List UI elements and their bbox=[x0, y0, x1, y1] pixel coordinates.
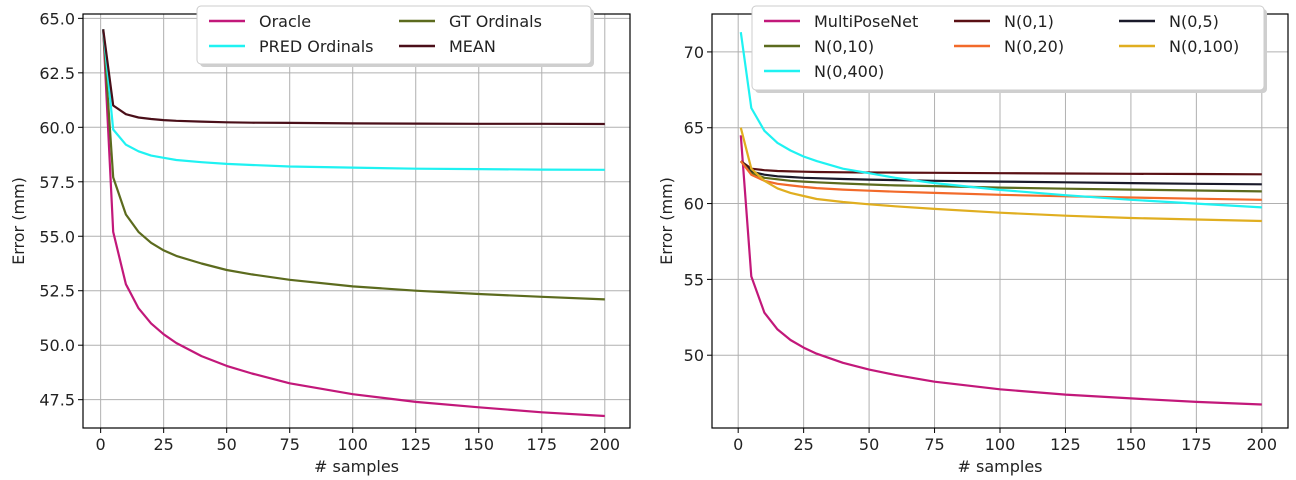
legend-label: MEAN bbox=[449, 37, 496, 56]
x-tick-label: 50 bbox=[217, 435, 237, 454]
legend-label: GT Ordinals bbox=[449, 12, 542, 31]
legend-label: N(0,5) bbox=[1169, 12, 1219, 31]
x-tick-label: 100 bbox=[337, 435, 368, 454]
legend-item: Oracle bbox=[209, 12, 311, 31]
legend-label: PRED Ordinals bbox=[259, 37, 374, 56]
y-tick-label: 60.0 bbox=[39, 118, 75, 137]
y-tick-label: 55 bbox=[684, 270, 704, 289]
x-tick-label: 75 bbox=[280, 435, 300, 454]
series-lines bbox=[102, 29, 605, 418]
y-tick-label: 52.5 bbox=[39, 282, 75, 301]
legend-label: MultiPoseNet bbox=[814, 12, 918, 31]
y-axis-title: Error (mm) bbox=[9, 177, 28, 265]
x-tick-label: 200 bbox=[590, 435, 621, 454]
y-axis-title: Error (mm) bbox=[657, 177, 676, 265]
x-tick-label: 150 bbox=[463, 435, 494, 454]
series-line-n-0-1- bbox=[740, 160, 1262, 176]
legend-item: N(0,20) bbox=[954, 37, 1064, 56]
series-line-gt-ordinals bbox=[102, 29, 605, 301]
legend-label: N(0,1) bbox=[1004, 12, 1054, 31]
x-tick-label: 0 bbox=[96, 435, 106, 454]
legend-item: MultiPoseNet bbox=[764, 12, 918, 31]
legend-item: N(0,400) bbox=[764, 62, 884, 81]
x-tick-label: 50 bbox=[859, 435, 879, 454]
series-lines bbox=[739, 32, 1262, 406]
y-tick-label: 62.5 bbox=[39, 64, 75, 83]
legend: MultiPoseNet N(0,1) N(0,5) N(0,10) N(0,20) N(… bbox=[751, 5, 1267, 93]
x-tick-label: 0 bbox=[733, 435, 743, 454]
series-line-n-0-10- bbox=[739, 160, 1262, 193]
legend-label: N(0,10) bbox=[814, 37, 874, 56]
x-tick-label: 75 bbox=[924, 435, 944, 454]
legend-label: N(0,400) bbox=[814, 62, 884, 81]
right-chart: 0 25 50 75 100 125 150 175 200 50 55 60 65 70 # sample… bbox=[657, 5, 1289, 476]
x-tick-label: 175 bbox=[1181, 435, 1212, 454]
y-tick-label: 60 bbox=[684, 195, 704, 214]
legend-item: N(0,100) bbox=[1119, 37, 1239, 56]
series-line-multiposenet bbox=[739, 135, 1262, 406]
y-tick-label: 50.0 bbox=[39, 336, 75, 355]
legend-item: MEAN bbox=[399, 37, 496, 56]
left-chart: 0 25 50 75 100 125 150 175 200 47.5 50.0 52.5 55.0 57… bbox=[9, 5, 631, 476]
legend-box bbox=[751, 5, 1265, 91]
legend-item: N(0,1) bbox=[954, 12, 1054, 31]
legend-item: N(0,5) bbox=[1119, 12, 1219, 31]
series-line-n-0-20- bbox=[739, 160, 1262, 201]
y-tick-label: 47.5 bbox=[39, 391, 75, 410]
legend-box bbox=[196, 5, 592, 65]
x-tick-label: 125 bbox=[400, 435, 431, 454]
plot-frame bbox=[82, 13, 631, 429]
y-tick-label: 50 bbox=[684, 346, 704, 365]
x-tick-label: 125 bbox=[1050, 435, 1081, 454]
x-axis-title: # samples bbox=[314, 457, 399, 476]
x-tick-label: 175 bbox=[527, 435, 558, 454]
x-axis-title: # samples bbox=[958, 457, 1043, 476]
series-line-n-0-400- bbox=[739, 32, 1262, 209]
y-tick-label: 57.5 bbox=[39, 173, 75, 192]
legend-item: PRED Ordinals bbox=[209, 37, 374, 56]
x-tick-label: 200 bbox=[1247, 435, 1278, 454]
legend-label: N(0,100) bbox=[1169, 37, 1239, 56]
series-line-mean bbox=[102, 29, 605, 126]
x-tick-label: 150 bbox=[1116, 435, 1147, 454]
grid bbox=[83, 14, 630, 428]
x-tick-label: 25 bbox=[153, 435, 173, 454]
legend-label: N(0,20) bbox=[1004, 37, 1064, 56]
legend-item: GT Ordinals bbox=[399, 12, 542, 31]
series-line-oracle bbox=[102, 29, 605, 418]
legend-label: Oracle bbox=[259, 12, 311, 31]
y-tick-label: 65.0 bbox=[39, 9, 75, 28]
y-tick-label: 55.0 bbox=[39, 227, 75, 246]
x-tick-label: 25 bbox=[793, 435, 813, 454]
series-line-n-0-5- bbox=[740, 160, 1262, 186]
series-line-pred-ordinals bbox=[102, 29, 605, 171]
y-tick-label: 70 bbox=[684, 43, 704, 62]
series-line-n-0-100- bbox=[739, 127, 1262, 223]
x-tick-label: 100 bbox=[985, 435, 1016, 454]
y-tick-label: 65 bbox=[684, 119, 704, 138]
legend-item: N(0,10) bbox=[764, 37, 874, 56]
legend: Oracle GT Ordinals PRED Ordinals MEAN bbox=[196, 5, 594, 67]
